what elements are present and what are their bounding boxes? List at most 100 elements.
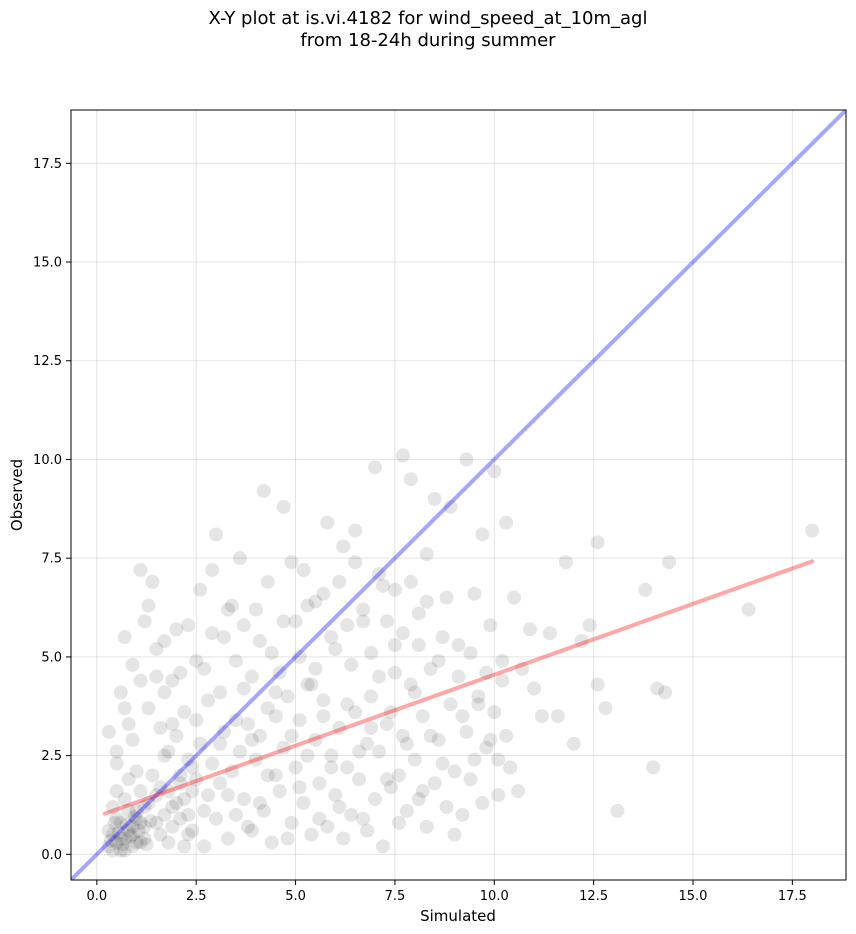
data-point (268, 768, 283, 783)
data-point (143, 813, 158, 828)
data-point (109, 811, 124, 826)
data-point (217, 630, 232, 645)
data-point (316, 586, 331, 601)
data-point (407, 685, 422, 700)
data-point (467, 752, 482, 767)
data-point (439, 590, 454, 605)
data-point (113, 831, 128, 846)
data-point (109, 784, 124, 799)
data-point (459, 724, 474, 739)
data-point (280, 689, 295, 704)
data-point (113, 815, 128, 830)
data-point (217, 724, 232, 739)
data-point (368, 792, 383, 807)
data-point (189, 713, 204, 728)
data-point (487, 464, 502, 479)
fit-line (102, 559, 815, 816)
data-point (133, 673, 148, 688)
data-point (316, 709, 331, 724)
data-point (232, 744, 247, 759)
data-point (113, 843, 128, 858)
data-point (173, 768, 188, 783)
data-point (348, 555, 363, 570)
data-point (121, 717, 136, 732)
data-point (123, 829, 138, 844)
data-point (491, 788, 506, 803)
data-point (232, 551, 247, 566)
data-point (209, 527, 224, 542)
data-point (447, 764, 462, 779)
data-point (312, 811, 327, 826)
data-point (256, 484, 271, 499)
data-point (149, 669, 164, 684)
data-point (328, 642, 343, 656)
data-point (340, 618, 355, 633)
data-point (145, 574, 160, 589)
data-point (101, 823, 116, 838)
data-point (165, 819, 180, 834)
data-point (435, 630, 450, 645)
data-point (137, 831, 152, 846)
data-point (431, 653, 446, 668)
data-point (574, 634, 589, 649)
y-tick-label: 17.5 (33, 157, 62, 172)
data-point (463, 645, 478, 660)
data-point (479, 740, 494, 755)
data-point (185, 823, 200, 838)
data-point (197, 661, 212, 676)
data-point (364, 645, 379, 660)
data-point (423, 661, 438, 676)
data-point (308, 661, 323, 676)
data-point (316, 693, 331, 708)
data-point (109, 756, 124, 771)
data-point (483, 618, 498, 633)
data-point (115, 837, 130, 852)
chart-title-line-2: from 18-24h during summer (300, 30, 556, 51)
data-point (515, 661, 530, 676)
data-points (101, 448, 820, 858)
data-point (304, 827, 319, 842)
data-point (236, 618, 251, 633)
data-point (308, 732, 323, 747)
data-point (471, 689, 486, 704)
data-point (372, 744, 387, 759)
data-point (511, 784, 526, 799)
x-tick-label: 10.0 (480, 889, 509, 904)
data-point (495, 653, 510, 668)
data-point (292, 780, 307, 795)
data-point (125, 819, 140, 834)
y-axis-label: Observed (8, 459, 26, 531)
data-point (264, 645, 279, 660)
data-point (129, 803, 144, 818)
data-point (360, 823, 375, 838)
data-point (240, 717, 255, 732)
data-point (542, 626, 557, 641)
data-point (443, 697, 458, 712)
data-point (304, 677, 319, 692)
plot-frame (70, 109, 847, 881)
data-point (220, 602, 235, 617)
data-point (407, 752, 422, 767)
data-point (419, 547, 434, 562)
data-point (137, 819, 152, 834)
data-point (129, 764, 144, 779)
data-point (296, 796, 311, 810)
data-point (475, 527, 490, 542)
data-point (268, 709, 283, 724)
data-point (153, 780, 168, 795)
data-point (236, 681, 251, 696)
data-point (379, 614, 394, 629)
data-point (332, 799, 347, 814)
data-point (415, 784, 430, 799)
data-point (101, 839, 116, 854)
data-point (197, 803, 212, 818)
data-point (443, 499, 458, 514)
data-point (403, 677, 418, 692)
data-point (479, 665, 494, 680)
data-point (451, 669, 466, 684)
data-point (181, 807, 196, 822)
data-point (260, 768, 275, 783)
data-point (395, 728, 410, 743)
data-point (220, 788, 235, 803)
